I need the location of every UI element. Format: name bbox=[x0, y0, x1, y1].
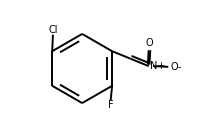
Text: Cl: Cl bbox=[48, 25, 58, 35]
Text: O: O bbox=[146, 38, 153, 48]
Text: O-: O- bbox=[170, 62, 182, 72]
Text: N+: N+ bbox=[150, 61, 165, 71]
Text: F: F bbox=[108, 100, 114, 110]
